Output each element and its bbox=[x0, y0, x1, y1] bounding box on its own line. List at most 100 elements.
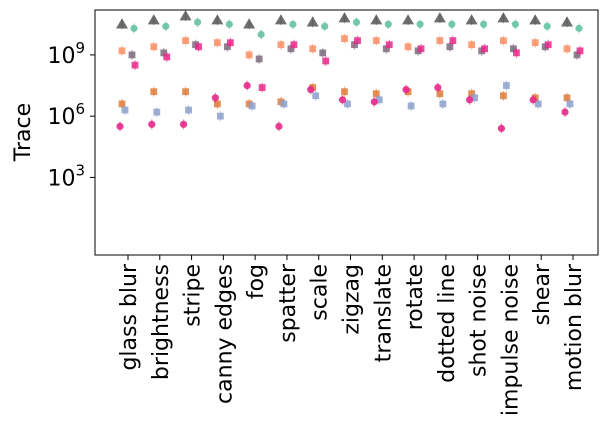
data-point bbox=[439, 100, 447, 108]
data-point bbox=[449, 37, 457, 45]
data-point bbox=[225, 20, 233, 28]
x-tick-label: brightness bbox=[149, 264, 174, 380]
data-point bbox=[471, 94, 479, 102]
data-point bbox=[153, 108, 161, 116]
data-point bbox=[131, 61, 139, 69]
data-point bbox=[341, 35, 348, 42]
y-tick-exponent: 3 bbox=[75, 161, 85, 179]
data-point bbox=[566, 100, 574, 108]
data-point bbox=[148, 120, 156, 128]
data-point bbox=[287, 45, 295, 53]
data-point bbox=[372, 90, 380, 98]
data-point bbox=[121, 106, 129, 114]
data-point bbox=[352, 18, 361, 26]
x-tick-label: shot noise bbox=[467, 264, 492, 377]
y-axis-title: Trace bbox=[11, 103, 36, 162]
data-point bbox=[402, 86, 410, 94]
data-point bbox=[182, 37, 189, 45]
data-point bbox=[277, 41, 285, 49]
x-tick-label: translate bbox=[371, 264, 396, 362]
data-point bbox=[248, 102, 256, 110]
data-point bbox=[575, 24, 583, 32]
data-point bbox=[468, 41, 476, 49]
data-point bbox=[531, 39, 539, 47]
data-point bbox=[370, 14, 383, 25]
data-point bbox=[211, 94, 219, 102]
x-tick-label: shear bbox=[530, 263, 555, 325]
data-point bbox=[544, 41, 552, 49]
data-point bbox=[402, 14, 415, 25]
data-point bbox=[312, 92, 320, 100]
data-point bbox=[162, 22, 170, 30]
data-point bbox=[354, 37, 361, 45]
data-point bbox=[213, 39, 221, 47]
data-point bbox=[116, 122, 124, 130]
data-point bbox=[529, 96, 537, 104]
data-point bbox=[416, 20, 424, 28]
data-point bbox=[116, 18, 128, 29]
x-tick-label: zigzag bbox=[340, 264, 365, 335]
data-point bbox=[503, 82, 510, 89]
data-point bbox=[448, 20, 456, 28]
data-point bbox=[289, 20, 297, 28]
data-point bbox=[417, 45, 425, 53]
data-point bbox=[375, 96, 383, 104]
data-point bbox=[307, 86, 315, 94]
data-point bbox=[211, 14, 224, 25]
data-point bbox=[481, 45, 489, 53]
data-point bbox=[319, 49, 327, 57]
data-point bbox=[468, 90, 476, 98]
x-tick-label: spatter bbox=[276, 263, 301, 343]
data-point bbox=[341, 88, 348, 96]
data-point bbox=[436, 37, 444, 45]
data-point bbox=[163, 53, 171, 61]
data-point bbox=[436, 90, 444, 98]
y-tick-base: 10 bbox=[47, 166, 75, 191]
data-marks bbox=[116, 10, 584, 134]
data-point bbox=[573, 51, 581, 59]
data-point bbox=[182, 88, 189, 96]
data-point bbox=[529, 14, 542, 25]
x-tick-label: scale bbox=[308, 264, 333, 321]
data-point bbox=[275, 122, 283, 130]
x-tick-label: rotate bbox=[403, 264, 428, 330]
data-point bbox=[255, 55, 263, 63]
data-point bbox=[185, 106, 192, 114]
data-point bbox=[193, 18, 202, 26]
data-point bbox=[322, 57, 330, 65]
data-point bbox=[321, 22, 329, 30]
x-axis: glass blur brightness stripe canny edges fog… bbox=[117, 255, 587, 416]
data-point bbox=[150, 43, 158, 51]
data-point bbox=[404, 43, 412, 51]
y-tick-base: 10 bbox=[47, 105, 75, 130]
data-point bbox=[434, 83, 442, 92]
data-point bbox=[561, 16, 573, 27]
data-point bbox=[309, 45, 317, 53]
data-point bbox=[385, 41, 393, 49]
data-point bbox=[370, 98, 378, 106]
data-point bbox=[561, 108, 569, 116]
data-point bbox=[118, 100, 126, 108]
data-point bbox=[513, 49, 520, 57]
data-point bbox=[497, 12, 510, 23]
data-point bbox=[563, 45, 571, 53]
data-point bbox=[338, 12, 351, 23]
data-point bbox=[274, 14, 287, 25]
data-point bbox=[257, 30, 265, 39]
data-point bbox=[223, 43, 231, 51]
data-point bbox=[338, 96, 347, 104]
y-tick-exponent: 6 bbox=[75, 100, 85, 118]
data-point bbox=[245, 51, 253, 59]
data-point bbox=[128, 51, 136, 59]
y-tick-label: 109 bbox=[47, 39, 85, 69]
data-point bbox=[407, 102, 415, 110]
data-point bbox=[179, 120, 188, 128]
data-point bbox=[497, 124, 506, 133]
x-tick-label: impulse noise bbox=[498, 264, 523, 416]
data-point bbox=[384, 20, 392, 28]
data-point bbox=[306, 16, 319, 27]
data-point bbox=[500, 37, 507, 45]
data-point bbox=[466, 96, 474, 104]
